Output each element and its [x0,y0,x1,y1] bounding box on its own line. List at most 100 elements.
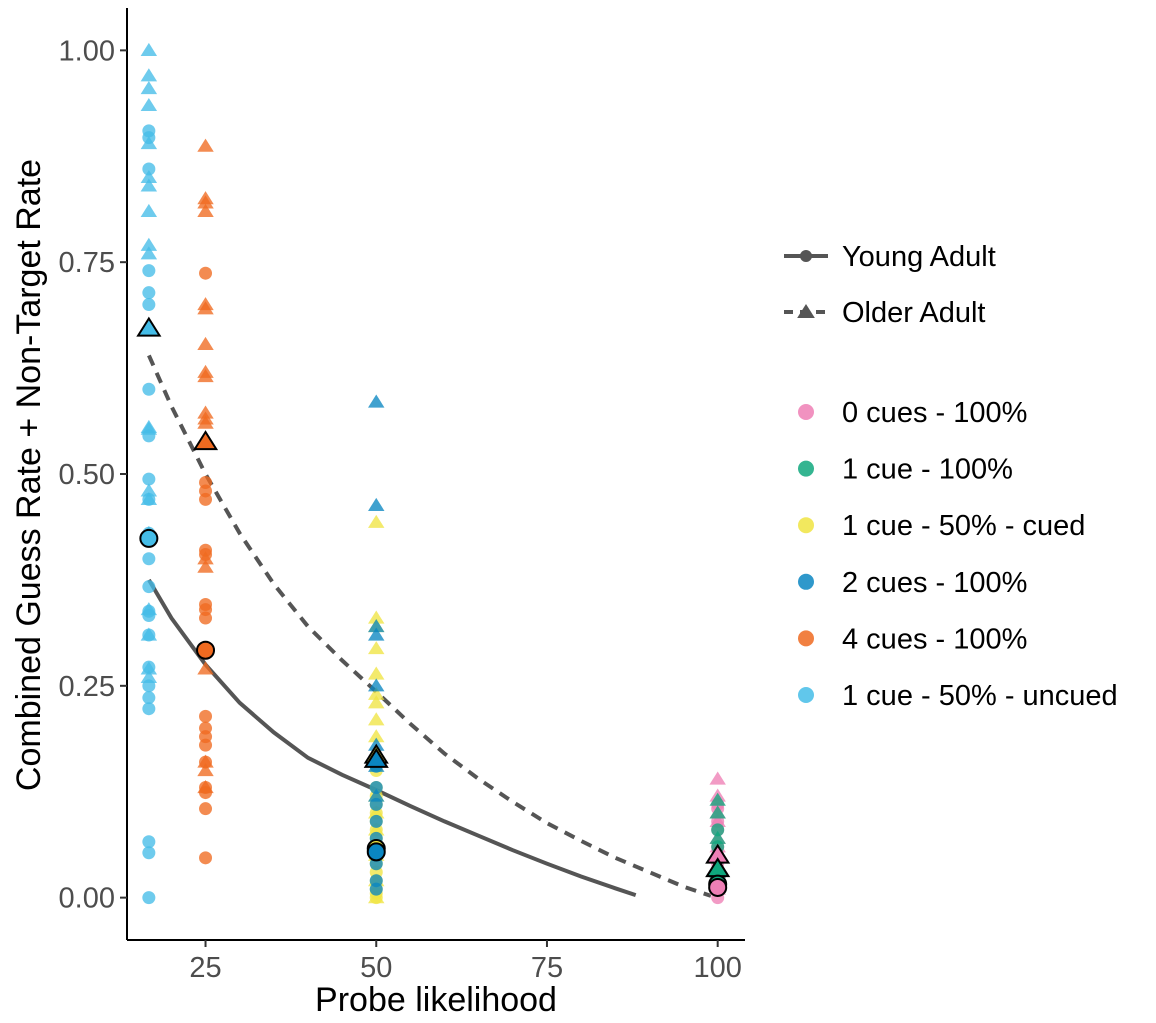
mean-marker [139,528,159,548]
data-point [197,780,214,794]
x-tick-label: 50 [360,952,392,984]
y-tick-label: 0.50 [59,459,115,491]
data-point [142,846,156,860]
data-point [140,661,158,675]
data-point [368,514,385,528]
data-point [368,394,385,408]
data-point [199,266,213,280]
legend-label: 1 cue - 50% - cued [842,510,1085,542]
data-point [368,729,385,743]
data-point [711,823,725,837]
data-point [368,788,385,802]
legend-swatch [798,460,814,477]
data-point [142,580,156,594]
legend-swatch [798,573,814,590]
data-point [369,882,383,896]
x-tick-label: 75 [531,952,563,984]
y-tick-label: 0.75 [59,247,115,279]
data-point [197,415,214,429]
data-point [140,97,158,112]
mean-marker [192,430,219,451]
y-tick-label: 0.00 [59,883,115,915]
data-point [142,835,156,849]
data-point [369,780,383,794]
data-point [142,286,156,300]
data-point [142,472,156,486]
data-point [140,237,158,251]
axes: 0.00 0.25 0.50 0.75 1.00 25 50 75 100 Probe lik… [10,8,745,1019]
data-point [368,641,385,655]
data-point [368,695,385,709]
legend-label: 2 cues - 100% [842,567,1027,599]
mean-marker [366,842,386,862]
mean-marker [363,747,389,768]
legend-label: Young Adult [842,241,996,273]
data-point [142,691,156,705]
young-adult-fit-line [147,578,637,897]
legend-swatch [798,404,814,420]
y-tick-label: 0.25 [59,671,115,703]
data-point [368,890,385,904]
data-point [142,264,156,278]
mean-marker [196,640,216,660]
data-point [368,686,385,700]
legend-swatch [798,687,814,703]
data-point [709,771,726,785]
data-point [368,619,385,633]
mean-marker [708,877,728,897]
data-point [140,81,158,95]
y-ticks: 0.00 0.25 0.50 0.75 1.00 [59,35,127,915]
legend-label: 4 cues - 100% [842,623,1027,655]
legend-age-group: Young Adult Older Adult [784,241,996,329]
y-axis-title: Combined Guess Rate + Non-Target Rate [10,159,48,791]
data-point [368,497,385,511]
data-point [140,42,158,56]
legend-conditions: 0 cues - 100% 1 cue - 100% 1 cue - 50% - c… [798,397,1118,712]
legend-swatch [798,630,814,647]
y-tick-label: 1.00 [59,35,115,67]
data-point [197,559,214,573]
legend-swatch [798,517,814,534]
data-point [368,805,385,819]
data-point [140,602,158,616]
data-points [140,42,726,905]
data-point [140,203,158,217]
data-point [369,814,383,828]
legend-label: 1 cue - 50% - uncued [842,680,1118,712]
data-point [197,763,214,777]
data-point [368,822,385,836]
legend-label: 0 cues - 100% [842,397,1027,429]
data-point [709,792,726,806]
data-point [199,738,213,752]
x-tick-label: 25 [189,952,221,984]
data-point [199,709,213,723]
data-point [197,661,214,675]
data-point [142,382,156,396]
data-point [368,610,385,624]
x-ticks: 25 50 75 100 [189,940,742,984]
data-point [197,551,214,565]
legend-marker-circle [800,250,812,262]
mean-markers [136,316,731,897]
data-point [140,491,158,506]
data-point [197,754,214,768]
data-point [197,369,214,383]
x-axis-title: Probe likelihood [315,981,557,1019]
data-point [140,178,158,192]
older-adult-fit-line [147,354,712,898]
data-point [140,136,158,150]
data-point [142,298,156,312]
legend: Young Adult Older Adult 0 cues - 100% 1 cu… [784,241,1118,712]
mean-marker [136,316,162,337]
data-point [199,611,213,625]
data-point [197,203,214,217]
data-point [197,195,214,209]
data-point [199,851,213,865]
data-point [368,712,385,726]
data-point [368,666,385,680]
data-point [199,802,213,816]
data-point [709,805,726,819]
data-point [197,301,214,315]
data-point [368,678,385,692]
